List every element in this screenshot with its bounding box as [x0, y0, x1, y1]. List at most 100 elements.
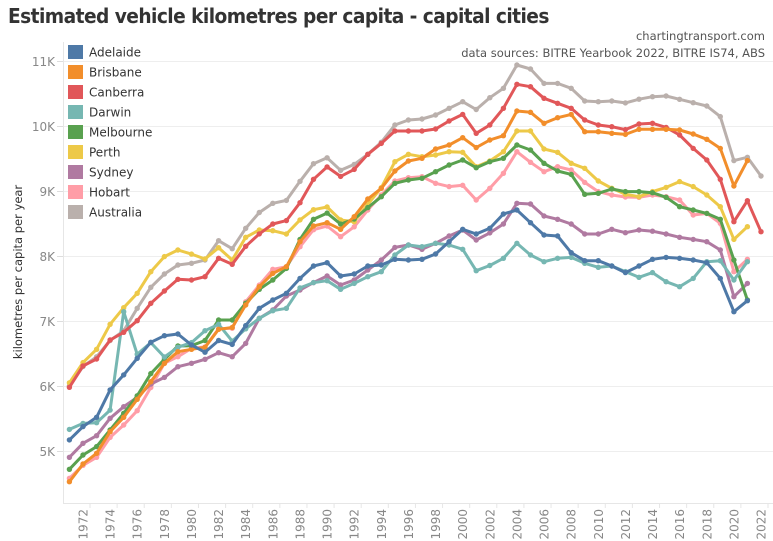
data-point[interactable]: [473, 268, 479, 274]
data-point[interactable]: [405, 151, 412, 157]
data-point[interactable]: [541, 232, 547, 238]
data-point[interactable]: [487, 95, 493, 101]
data-point[interactable]: [582, 258, 588, 264]
data-point[interactable]: [378, 194, 384, 200]
data-point[interactable]: [188, 360, 195, 366]
data-point[interactable]: [283, 217, 290, 224]
data-point[interactable]: [514, 81, 520, 88]
data-point[interactable]: [310, 223, 317, 229]
legend-item-adelaide[interactable]: Adelaide: [68, 45, 141, 60]
data-point[interactable]: [744, 224, 751, 230]
data-point[interactable]: [405, 158, 412, 164]
data-point[interactable]: [365, 151, 371, 157]
data-point[interactable]: [93, 414, 100, 420]
data-point[interactable]: [717, 113, 723, 120]
data-point[interactable]: [541, 213, 547, 219]
data-point[interactable]: [161, 354, 168, 360]
data-point[interactable]: [649, 256, 656, 262]
data-point[interactable]: [582, 165, 588, 171]
data-point[interactable]: [500, 221, 507, 227]
data-point[interactable]: [107, 407, 113, 413]
data-point[interactable]: [460, 157, 466, 163]
data-point[interactable]: [731, 236, 737, 243]
data-point[interactable]: [473, 231, 479, 237]
data-point[interactable]: [500, 105, 507, 112]
data-point[interactable]: [432, 146, 439, 152]
data-point[interactable]: [270, 270, 276, 277]
data-point[interactable]: [148, 379, 154, 385]
data-point[interactable]: [622, 100, 629, 106]
data-point[interactable]: [527, 252, 534, 258]
data-point[interactable]: [731, 257, 737, 263]
data-point[interactable]: [66, 426, 73, 433]
data-point[interactable]: [324, 210, 330, 216]
data-point[interactable]: [527, 66, 534, 72]
data-point[interactable]: [500, 133, 507, 139]
data-point[interactable]: [676, 96, 683, 103]
data-point[interactable]: [744, 280, 751, 287]
data-point[interactable]: [527, 201, 534, 207]
data-point[interactable]: [66, 479, 73, 485]
data-point[interactable]: [229, 317, 235, 323]
data-point[interactable]: [622, 126, 629, 133]
data-point[interactable]: [107, 429, 113, 435]
data-point[interactable]: [66, 437, 73, 443]
data-point[interactable]: [229, 261, 235, 267]
data-point[interactable]: [256, 284, 262, 290]
data-point[interactable]: [582, 191, 588, 197]
data-point[interactable]: [636, 227, 642, 233]
data-point[interactable]: [337, 234, 344, 240]
data-point[interactable]: [188, 342, 195, 348]
data-point[interactable]: [704, 239, 710, 245]
data-point[interactable]: [419, 175, 425, 181]
data-point[interactable]: [582, 129, 588, 135]
legend-item-australia[interactable]: Australia: [68, 205, 142, 220]
data-point[interactable]: [378, 140, 384, 147]
data-point[interactable]: [256, 209, 262, 216]
data-point[interactable]: [148, 339, 154, 345]
data-point[interactable]: [148, 269, 154, 275]
data-point[interactable]: [514, 108, 520, 114]
data-point[interactable]: [80, 461, 86, 467]
data-point[interactable]: [731, 309, 737, 315]
data-point[interactable]: [527, 128, 534, 134]
data-point[interactable]: [310, 216, 317, 222]
data-point[interactable]: [324, 278, 330, 284]
data-point[interactable]: [392, 244, 398, 251]
data-point[interactable]: [378, 269, 384, 275]
data-point[interactable]: [527, 109, 534, 116]
data-point[interactable]: [744, 259, 751, 265]
data-point[interactable]: [215, 238, 222, 244]
data-point[interactable]: [432, 126, 439, 132]
data-point[interactable]: [337, 226, 344, 232]
data-point[interactable]: [297, 178, 303, 184]
data-point[interactable]: [310, 161, 317, 167]
data-point[interactable]: [622, 230, 629, 236]
data-point[interactable]: [283, 264, 290, 270]
data-point[interactable]: [80, 363, 86, 369]
data-point[interactable]: [202, 344, 208, 350]
data-point[interactable]: [229, 341, 235, 348]
data-point[interactable]: [243, 243, 249, 249]
data-point[interactable]: [256, 231, 262, 237]
data-point[interactable]: [609, 124, 615, 130]
data-point[interactable]: [500, 255, 507, 261]
data-point[interactable]: [500, 155, 507, 161]
data-point[interactable]: [161, 374, 168, 381]
data-point[interactable]: [582, 231, 588, 237]
data-point[interactable]: [649, 228, 656, 234]
data-point[interactable]: [270, 200, 276, 206]
data-point[interactable]: [93, 346, 100, 352]
data-point[interactable]: [405, 177, 412, 183]
data-point[interactable]: [731, 157, 737, 164]
data-point[interactable]: [202, 349, 208, 355]
data-point[interactable]: [663, 184, 669, 191]
data-point[interactable]: [175, 331, 181, 337]
data-point[interactable]: [717, 258, 723, 264]
data-point[interactable]: [365, 263, 371, 269]
data-point[interactable]: [432, 240, 439, 246]
data-point[interactable]: [392, 128, 398, 134]
data-point[interactable]: [690, 145, 696, 152]
data-point[interactable]: [134, 355, 140, 361]
data-point[interactable]: [215, 255, 222, 261]
